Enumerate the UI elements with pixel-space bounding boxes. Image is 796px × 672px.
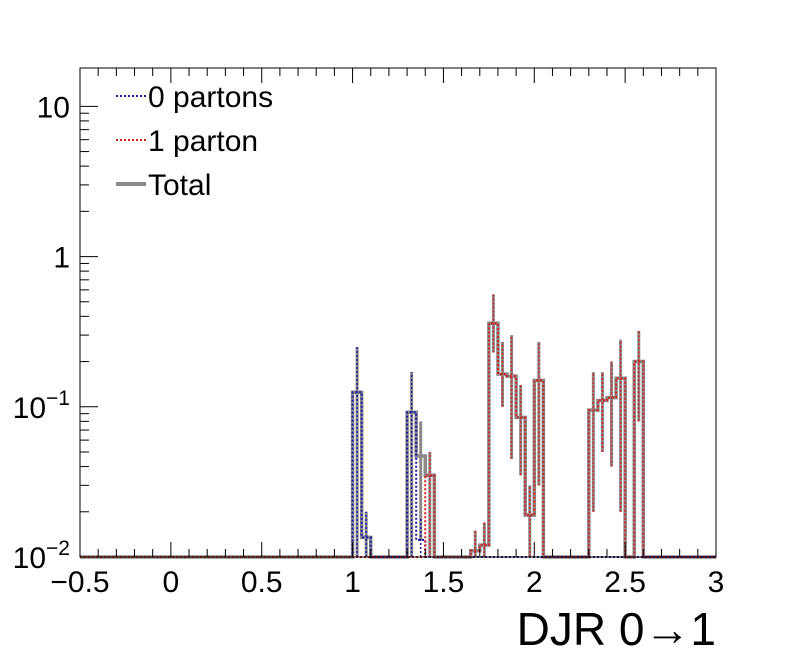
- x-axis-title: DJR 0→1: [517, 603, 716, 655]
- legend-label-total: Total: [148, 169, 211, 202]
- legend-entry-0-partons: 0 partons: [116, 81, 273, 114]
- x-tick-label: 1: [344, 566, 361, 599]
- x-tick-label: 2.5: [604, 566, 646, 599]
- legend: 0 partons 1 parton Total: [116, 81, 273, 202]
- y-tick-labels: 10−2 10−1 1 10: [13, 91, 70, 575]
- x-tick-label: 3: [708, 566, 725, 599]
- plot-frame: [79, 67, 717, 558]
- legend-entry-1-parton: 1 parton: [116, 125, 258, 158]
- y-tick-label: 10−1: [13, 387, 70, 425]
- series-layer: [80, 294, 716, 559]
- x-tick-label: 0.5: [241, 566, 283, 599]
- legend-entry-total: Total: [116, 169, 211, 202]
- x-tick-labels: −0.5 0 0.5 1 1.5 2 2.5 3: [50, 566, 724, 599]
- x-tick-label: −0.5: [50, 566, 109, 599]
- x-tick-label: 2: [526, 566, 543, 599]
- x-tick-label: 0: [163, 566, 180, 599]
- legend-label-0-partons: 0 partons: [148, 81, 273, 114]
- axes-layer: [79, 68, 717, 558]
- y-tick-label: 10−2: [13, 537, 70, 575]
- y-tick-label: 1: [53, 242, 70, 275]
- legend-label-1-parton: 1 parton: [148, 125, 258, 158]
- x-tick-label: 1.5: [423, 566, 465, 599]
- y-tick-label: 10: [37, 91, 70, 124]
